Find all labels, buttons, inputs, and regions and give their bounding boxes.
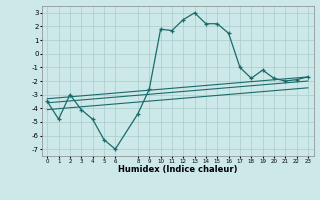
X-axis label: Humidex (Indice chaleur): Humidex (Indice chaleur) bbox=[118, 165, 237, 174]
